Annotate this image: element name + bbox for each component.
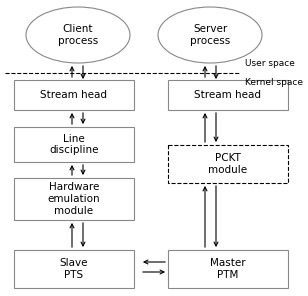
Bar	[168, 145, 288, 183]
Text: Line
discipline: Line discipline	[49, 134, 99, 155]
Text: Hardware
emulation
module: Hardware emulation module	[48, 182, 100, 215]
Text: Kernel space: Kernel space	[245, 78, 303, 87]
Bar	[14, 127, 134, 162]
Text: Stream head: Stream head	[194, 90, 261, 100]
Text: Slave
PTS: Slave PTS	[60, 258, 88, 280]
Bar	[14, 250, 134, 288]
Text: Client
process: Client process	[58, 24, 98, 46]
Bar	[168, 250, 288, 288]
Ellipse shape	[158, 7, 262, 63]
Ellipse shape	[26, 7, 130, 63]
Text: PCKT
module: PCKT module	[209, 153, 248, 175]
Bar	[14, 178, 134, 220]
Text: Stream head: Stream head	[40, 90, 107, 100]
Bar	[14, 80, 134, 110]
Bar	[168, 80, 288, 110]
Text: Master
PTM: Master PTM	[210, 258, 246, 280]
Text: User space: User space	[245, 59, 295, 68]
Text: Server
process: Server process	[190, 24, 230, 46]
